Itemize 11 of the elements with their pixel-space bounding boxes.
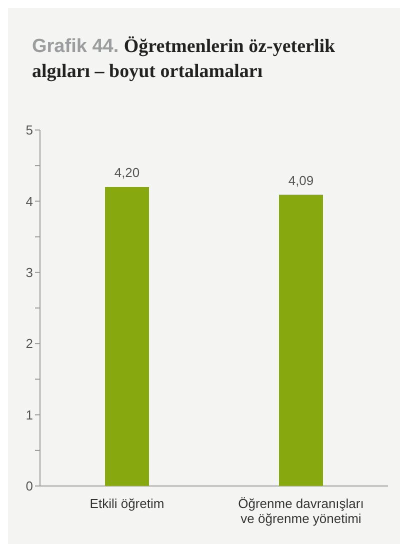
chart-title: Grafik 44. Öğretmenlerin öz-yeterlik algıları – boyut ortalamaları	[32, 36, 336, 82]
y-tick-label: 2	[26, 336, 33, 352]
y-tick-label: 3	[26, 265, 33, 280]
x-tick-label: Etkili öğretim	[90, 496, 164, 511]
y-tick-label: 0	[26, 478, 33, 494]
x-tick-label: Öğrenme davranışları ve öğrenme yönetimi	[238, 496, 364, 526]
data-label: 4,09	[288, 172, 314, 188]
y-tick-label: 5	[26, 122, 33, 138]
y-tick-label: 4	[26, 194, 33, 209]
y-tick-label: 1	[26, 407, 33, 422]
data-label: 4,20	[114, 164, 140, 180]
